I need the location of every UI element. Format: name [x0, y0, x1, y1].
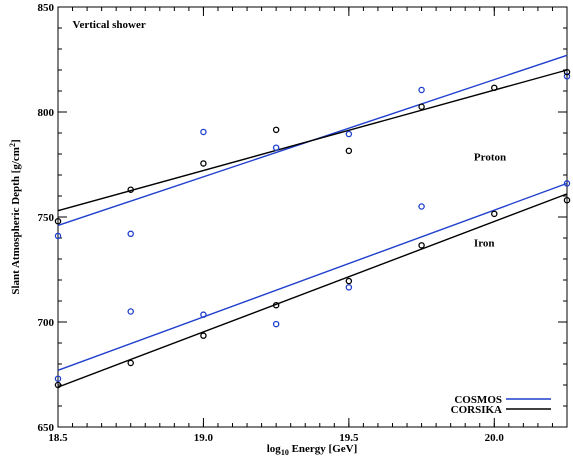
corsika-iron-point: [491, 210, 498, 218]
axis-ticks: [57, 6, 568, 428]
corsika-iron-point: [127, 359, 134, 367]
x-axis-title: log10 Energy [GeV]: [267, 443, 358, 457]
cosmos-iron-point: [418, 203, 425, 210]
corsika-iron-point: [54, 381, 62, 389]
corsika-proton-point: [563, 68, 571, 76]
data-points: [54, 68, 571, 389]
cosmos-proton-point: [272, 144, 280, 151]
annotations: Vertical shower Proton Iron: [73, 19, 507, 249]
corsika-iron-point: [200, 332, 207, 339]
corsika-proton-point: [272, 126, 280, 134]
corsika-iron-point: [418, 242, 425, 249]
y-tick-label: 650: [38, 422, 55, 434]
tick-labels: 18.5 19.0 19.5 20.0 650 700 750 800 850: [38, 2, 505, 444]
cosmos-iron-fit-line: [57, 182, 568, 371]
vertical-shower-annotation: Vertical shower: [73, 19, 146, 31]
legend-label-corsika: CORSIKA: [451, 404, 502, 416]
y-tick-label: 850: [38, 2, 55, 14]
x-tick-label: 20.0: [485, 432, 505, 444]
corsika-proton-point: [491, 84, 498, 92]
cosmos-proton-point: [563, 73, 571, 80]
corsika-iron-point: [563, 196, 571, 204]
cosmos-iron-point: [563, 180, 571, 187]
corsika-proton-point: [54, 217, 62, 225]
iron-annotation: Iron: [474, 237, 495, 249]
corsika-iron-point: [345, 277, 353, 285]
plot-frame: [57, 6, 568, 428]
corsika-proton-point: [418, 103, 425, 111]
x-tick-label: 19.5: [339, 432, 359, 444]
x-tick-label: 19.0: [194, 432, 214, 444]
cosmos-iron-point: [127, 308, 134, 315]
cosmos-proton-point: [127, 230, 134, 238]
cosmos-proton-point: [200, 128, 207, 136]
x-tick-label: 18.5: [48, 432, 68, 444]
corsika-proton-point: [345, 147, 353, 155]
corsika-iron-fit-line: [57, 193, 568, 388]
cosmos-iron-point: [345, 284, 353, 291]
legend-label-cosmos: COSMOS: [454, 394, 502, 406]
cosmos-proton-point: [418, 86, 425, 94]
proton-annotation: Proton: [474, 151, 506, 163]
cosmos-iron-point: [54, 375, 62, 382]
corsika-proton-point: [200, 160, 207, 167]
cosmos-proton-point: [54, 232, 62, 240]
corsika-proton-fit-line: [57, 69, 568, 212]
cosmos-iron-point: [272, 320, 280, 328]
y-tick-label: 700: [38, 317, 55, 329]
cosmos-iron-point: [200, 311, 207, 318]
fit-lines: [57, 54, 568, 388]
cosmos-proton-point: [345, 130, 353, 138]
y-tick-label: 750: [38, 212, 55, 224]
corsika-iron-point: [272, 301, 280, 309]
y-tick-label: 800: [38, 107, 55, 119]
y-axis-title: Slant Atmospheric Depth [g/cm2]: [8, 139, 22, 294]
corsika-proton-point: [127, 186, 134, 193]
